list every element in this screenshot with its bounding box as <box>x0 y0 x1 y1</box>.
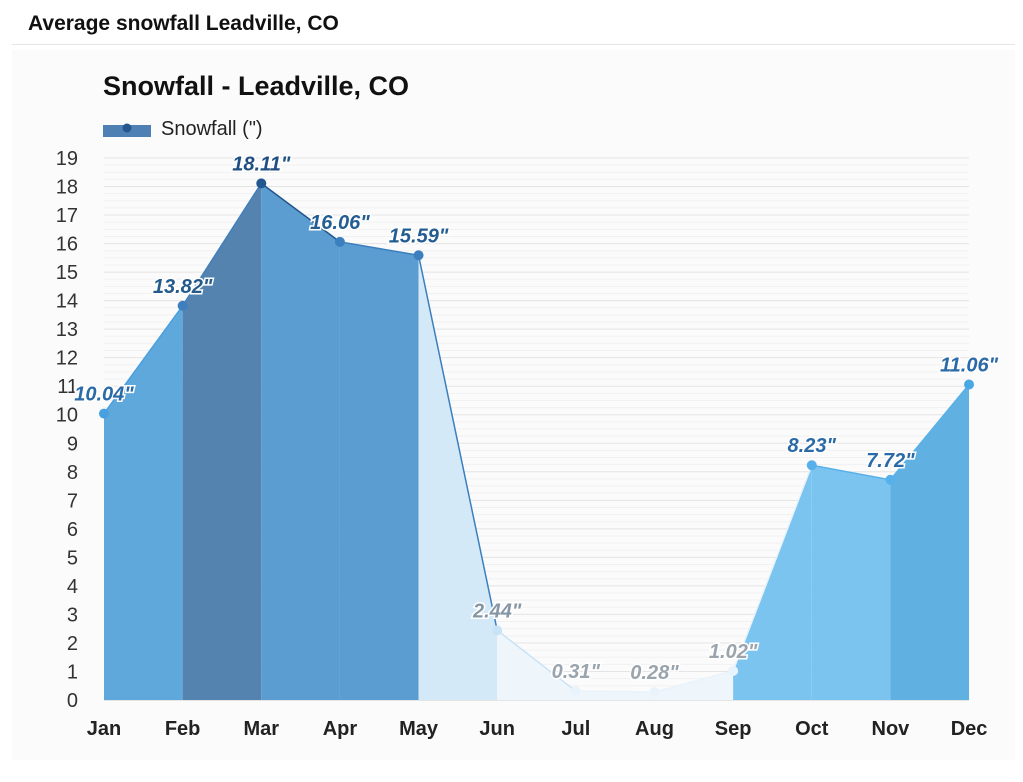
data-point <box>99 408 109 419</box>
y-tick-label: 3 <box>67 604 78 626</box>
data-point <box>728 665 739 676</box>
series-line-segment <box>654 670 734 693</box>
legend-label: Snowfall (") <box>161 118 263 140</box>
y-tick-label: 10 <box>56 405 78 427</box>
legend-marker <box>122 123 132 133</box>
data-label: 13.82" <box>153 276 213 298</box>
x-tick-label: Dec <box>951 718 988 740</box>
y-tick-label: 14 <box>56 291 78 313</box>
y-tick-label: 19 <box>56 148 78 170</box>
y-tick-label: 7 <box>67 490 78 512</box>
data-label: 7.72" <box>866 450 915 472</box>
y-tick-label: 5 <box>67 547 78 569</box>
data-label: 1.02" <box>709 641 758 663</box>
series-line-segment <box>260 182 341 243</box>
x-tick-label: Mar <box>243 718 279 740</box>
area-segment <box>654 670 734 700</box>
area-segment <box>182 183 262 700</box>
legend-item[interactable]: Snowfall (") <box>103 118 263 140</box>
series-line-segment <box>575 690 655 693</box>
series-line-segment <box>182 182 262 307</box>
area-segment <box>261 183 340 700</box>
area-segment <box>339 241 419 700</box>
y-tick-label: 16 <box>56 234 78 256</box>
x-tick-label: Sep <box>715 718 752 740</box>
y-tick-label: 11 <box>57 376 78 398</box>
data-label: 11.06" <box>940 354 999 376</box>
x-tick-label: Feb <box>165 718 201 740</box>
data-point <box>492 625 503 636</box>
data-point <box>570 686 581 697</box>
y-tick-label: 17 <box>56 205 78 227</box>
series-line-segment <box>103 305 184 415</box>
divider <box>12 44 1015 45</box>
x-tick-label: Aug <box>635 718 674 740</box>
data-point <box>334 236 345 247</box>
data-label: 2.44" <box>472 600 522 622</box>
area-segment <box>104 305 183 700</box>
data-point <box>177 300 188 311</box>
page-title: Average snowfall Leadville, CO <box>28 12 339 35</box>
data-label: 0.28" <box>630 662 679 684</box>
data-point <box>964 379 975 390</box>
x-tick-label: Jan <box>87 718 121 740</box>
y-tick-label: 13 <box>56 319 78 341</box>
series-line-segment <box>732 464 813 672</box>
data-point <box>806 460 817 471</box>
y-tick-label: 18 <box>56 177 78 199</box>
y-tick-label: 15 <box>56 262 78 284</box>
series-line-segment <box>811 464 891 481</box>
series-line-segment <box>496 629 577 692</box>
data-label: 8.23" <box>788 435 837 457</box>
data-point <box>885 474 896 485</box>
y-tick-label: 6 <box>67 519 78 541</box>
y-tick-label: 1 <box>67 661 78 683</box>
x-tick-label: Oct <box>795 718 829 740</box>
chart-title: Snowfall - Leadville, CO <box>103 71 409 101</box>
area-segment <box>418 255 498 701</box>
series-line-segment <box>339 241 419 257</box>
x-tick-label: May <box>399 718 439 740</box>
data-label: 18.11" <box>232 153 291 175</box>
area-segment <box>811 465 891 700</box>
x-tick-label: Jul <box>561 718 590 740</box>
y-tick-label: 4 <box>67 576 78 598</box>
area-segment <box>890 384 970 700</box>
series-line-segment <box>417 255 498 631</box>
area-segment <box>575 691 655 700</box>
area-segment <box>733 465 812 700</box>
data-label: 0.31" <box>552 661 601 683</box>
data-label: 10.04" <box>74 384 134 406</box>
y-tick-label: 9 <box>67 433 78 455</box>
y-tick-label: 12 <box>56 348 78 370</box>
y-tick-label: 0 <box>67 690 78 712</box>
data-point <box>256 178 267 189</box>
x-tick-label: Jun <box>479 718 515 740</box>
y-tick-label: 8 <box>67 462 78 484</box>
series-line-segment <box>889 384 970 481</box>
data-label: 15.59" <box>389 225 449 247</box>
area-segment <box>497 630 576 700</box>
data-point <box>413 250 424 261</box>
x-tick-label: Nov <box>872 718 911 740</box>
y-tick-label: 2 <box>67 633 78 655</box>
data-label: 16.06" <box>310 212 370 234</box>
x-tick-label: Apr <box>323 718 358 740</box>
data-point <box>649 687 660 698</box>
